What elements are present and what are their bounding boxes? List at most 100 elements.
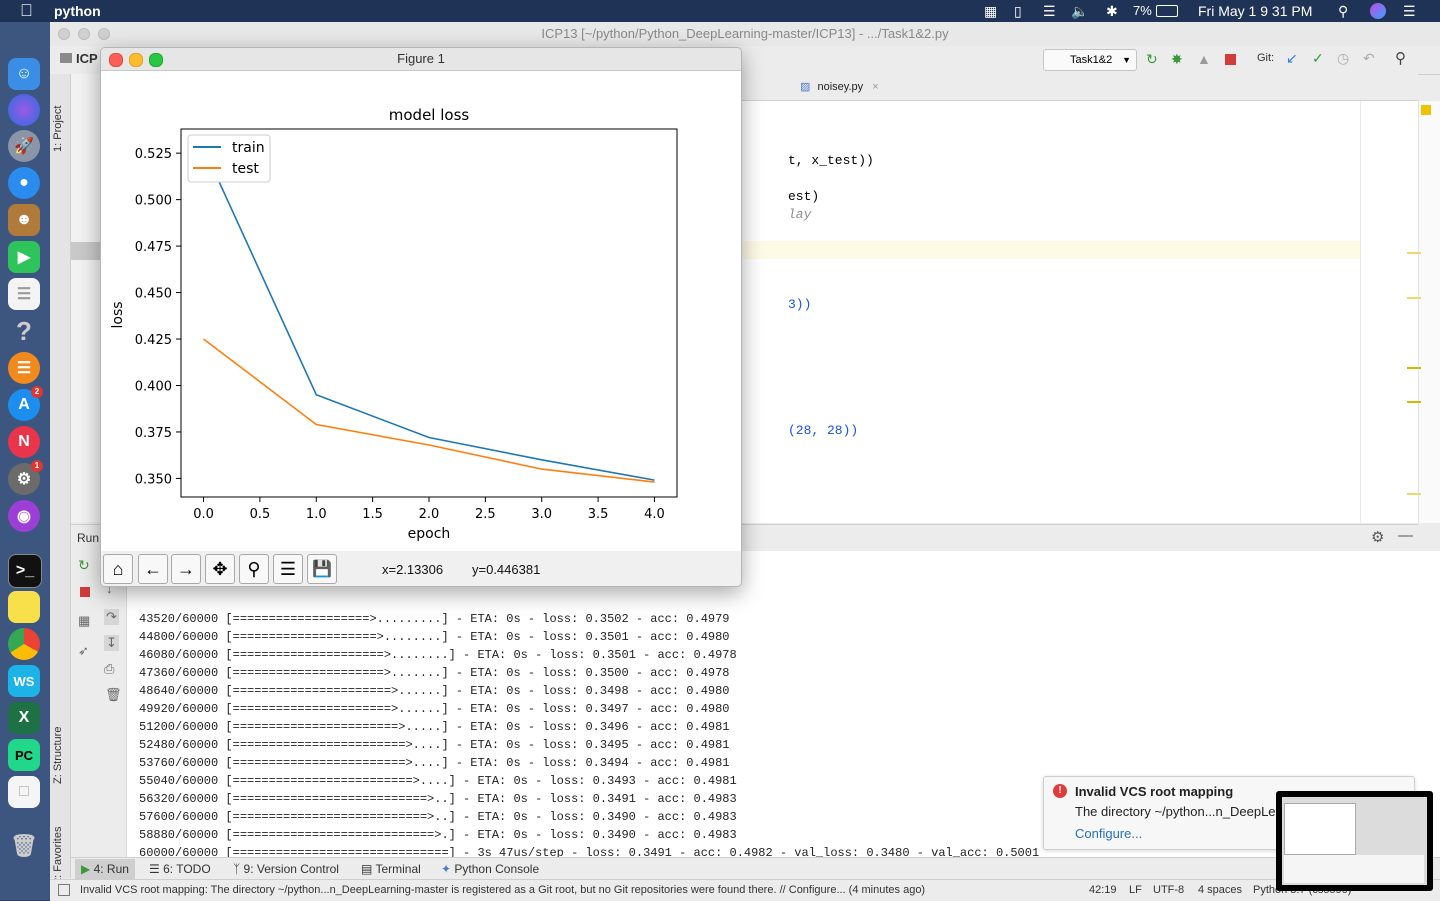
project-tool-button[interactable]: 1: Project	[52, 105, 64, 152]
spotlight-search-icon[interactable]: ⚲	[1338, 3, 1349, 19]
trash-icon[interactable]: 🗑	[105, 687, 122, 702]
vcs-update-icon[interactable]: ↙	[1286, 50, 1298, 66]
app-store-badge: 2	[31, 386, 43, 398]
project-selected-row[interactable]	[71, 242, 100, 260]
layout-icon[interactable]: ▦	[78, 613, 91, 628]
status-message[interactable]: Invalid VCS root mapping: The directory …	[80, 884, 926, 896]
launchpad-icon[interactable]: 🚀	[8, 130, 40, 162]
zoom-button[interactable]: ⚲	[239, 554, 269, 584]
run-console[interactable]: 43520/60000 [===================>.......…	[127, 551, 1440, 860]
wifi-icon[interactable]: ☰	[1043, 3, 1056, 19]
tab-version-control[interactable]: ᛉ 9: Version Control	[233, 862, 339, 876]
scroll-to-end-icon[interactable]: ↧	[104, 635, 119, 651]
books-icon[interactable]: ☰	[8, 352, 40, 384]
warning-marker[interactable]	[1407, 252, 1421, 254]
tool-windows-icon[interactable]	[58, 884, 70, 896]
ide-minimize-button[interactable]	[78, 28, 90, 40]
stop-icon[interactable]	[80, 587, 90, 597]
tab-python-console[interactable]: ✦ Python Console	[441, 862, 540, 876]
stickies-icon[interactable]	[8, 591, 40, 623]
settings-gear-icon[interactable]: ⚙	[1371, 529, 1385, 546]
facetime-icon[interactable]: ▶	[8, 241, 40, 273]
siri-icon[interactable]	[1370, 3, 1386, 19]
favorites-tool-button[interactable]: 2: Favorites	[52, 826, 64, 884]
warning-marker[interactable]	[1407, 297, 1421, 299]
podcasts-icon[interactable]: ◉	[8, 500, 40, 532]
rerun-icon[interactable]: ↻	[78, 557, 90, 573]
bluetooth-icon[interactable]: ✱	[1106, 3, 1118, 19]
configure-subplots-button[interactable]: ☰	[273, 554, 303, 584]
tab-run[interactable]: ▶ 4: Run	[75, 859, 135, 879]
rerun-icon[interactable]: ↻	[1146, 51, 1158, 67]
volume-icon[interactable]: 🔈	[1071, 3, 1089, 19]
file-encoding[interactable]: UTF-8	[1153, 884, 1185, 896]
figure-canvas[interactable]: model loss epoch loss 0.0 0.5 1.0 1.5 2.0 2.5…	[101, 71, 741, 551]
project-breadcrumb[interactable]: ICP	[60, 51, 98, 66]
ide-close-button[interactable]	[58, 28, 70, 40]
news-icon[interactable]: N	[8, 426, 40, 458]
screenshot-thumbnail[interactable]	[1276, 791, 1433, 891]
warning-marker[interactable]	[1407, 401, 1421, 403]
tab-noisey-py[interactable]: ▨ noisey.py ×	[800, 81, 879, 93]
forward-button[interactable]: →	[171, 554, 201, 584]
scroll-down-icon[interactable]: ↓	[106, 581, 113, 596]
trash-icon[interactable]: 🗑	[10, 833, 38, 858]
save-figure-button[interactable]: 💾	[307, 554, 337, 584]
messages-icon[interactable]: ●	[8, 167, 40, 199]
warning-marker[interactable]	[1407, 493, 1421, 495]
search-everywhere-icon[interactable]: ⚲	[1395, 50, 1406, 67]
document-icon[interactable]: □	[8, 776, 40, 808]
run-config-dropdown[interactable]: Task1&2 ▼	[1043, 49, 1137, 71]
active-app-name[interactable]: python	[54, 3, 101, 19]
vcs-commit-icon[interactable]: ✓	[1312, 50, 1324, 66]
excel-icon[interactable]: X	[8, 702, 40, 734]
close-tab-icon[interactable]: ×	[872, 81, 879, 93]
thumbnail-image	[1282, 797, 1427, 885]
figure-minimize-button[interactable]	[129, 53, 143, 67]
warning-indicator-icon[interactable]	[1421, 105, 1431, 115]
bookmark-icon[interactable]: ▯	[1014, 3, 1022, 19]
pycharm-icon[interactable]: PC	[8, 739, 40, 771]
stop-icon[interactable]	[1225, 54, 1236, 65]
status-bar: Invalid VCS root mapping: The directory …	[50, 879, 1440, 901]
warning-marker[interactable]	[1407, 367, 1421, 369]
figure-zoom-button[interactable]	[149, 53, 163, 67]
y-tick-label: 0.400	[135, 379, 172, 394]
apple-menu-icon[interactable]: 	[20, 1, 33, 21]
webstorm-icon[interactable]: WS	[8, 665, 40, 697]
line-separator[interactable]: LF	[1129, 884, 1142, 896]
contacts-icon[interactable]: ☻	[8, 204, 40, 236]
chrome-icon[interactable]	[8, 628, 40, 660]
finder-icon[interactable]: ☺	[8, 58, 40, 90]
coverage-icon[interactable]: ▲	[1197, 51, 1211, 67]
tab-todo[interactable]: ☰ 6: TODO	[149, 862, 211, 876]
vcs-revert-icon[interactable]: ↶	[1363, 50, 1375, 66]
siri-dock-icon[interactable]	[8, 94, 40, 126]
clock[interactable]: Fri May 1 9 31 PM	[1198, 3, 1313, 19]
indent-setting[interactable]: 4 spaces	[1198, 884, 1243, 896]
print-icon[interactable]: ⎙	[104, 661, 115, 676]
vcs-history-icon[interactable]: ◷	[1337, 50, 1350, 66]
soft-wrap-icon[interactable]: ↷	[104, 609, 119, 625]
pan-button[interactable]: ✥	[205, 554, 235, 584]
pin-icon[interactable]: ➶	[78, 643, 89, 658]
figure-close-button[interactable]	[109, 53, 123, 67]
help-icon[interactable]: ?	[16, 315, 32, 346]
system-preferences-icon[interactable]: ⚙ 1	[8, 460, 43, 495]
notification-center-icon[interactable]: ☰	[1403, 3, 1416, 19]
hide-panel-icon[interactable]: —	[1398, 527, 1413, 544]
terminal-icon[interactable]: >_	[8, 554, 42, 588]
cursor-position[interactable]: 42:19	[1089, 884, 1117, 896]
ide-zoom-button[interactable]	[98, 28, 110, 40]
notes-icon[interactable]: ☰	[8, 278, 40, 310]
configure-link[interactable]: Configure...	[1075, 826, 1143, 841]
home-button[interactable]: ⌂	[103, 554, 133, 584]
docker-icon[interactable]: ▦	[984, 3, 998, 19]
back-button[interactable]: ←	[138, 554, 168, 584]
structure-tool-button[interactable]: Z: Structure	[52, 726, 64, 784]
debug-icon[interactable]: ✸	[1171, 51, 1183, 67]
macos-menu-bar:  python ▦ ▯ ☰ 🔈 ✱ 7% Fri May 1 9 31 PM …	[0, 0, 1440, 22]
battery-icon[interactable]	[1156, 5, 1178, 17]
tab-terminal[interactable]: ▤ Terminal	[361, 862, 421, 876]
